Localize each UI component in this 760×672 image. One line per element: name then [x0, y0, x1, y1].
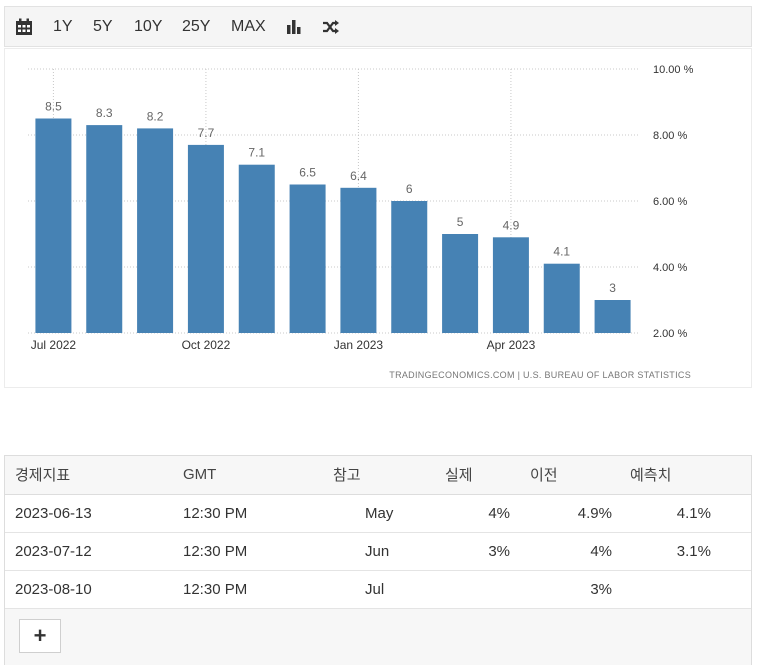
- data-label: 3: [609, 281, 616, 295]
- cell-date: 2023-07-12: [5, 532, 183, 571]
- bar: [340, 187, 377, 333]
- header-reference: 참고: [333, 456, 445, 495]
- header-actual: 실제: [445, 456, 530, 495]
- data-label: 7.1: [248, 146, 265, 160]
- bar: [391, 201, 428, 333]
- cell-reference: May: [333, 494, 445, 533]
- bar: [442, 234, 479, 333]
- header-indicator: 경제지표: [5, 456, 183, 495]
- cell-previous: 4.9%: [530, 494, 630, 533]
- table-row: 2023-08-10 12:30 PM Jul 3%: [5, 570, 751, 609]
- table-row: 2023-07-12 12:30 PM Jun 3% 4% 3.1%: [5, 532, 751, 571]
- x-tick-label: Apr 2023: [487, 338, 536, 352]
- range-10y-button[interactable]: 10Y: [134, 18, 163, 35]
- x-tick-label: Jul 2022: [31, 338, 77, 352]
- source-label: TRADINGECONOMICS.COM | U.S. BUREAU OF LA…: [389, 370, 691, 380]
- header-previous: 이전: [530, 456, 630, 495]
- calendar-icon[interactable]: [15, 18, 33, 36]
- cell-forecast: 4.1%: [630, 494, 751, 533]
- bar: [187, 144, 224, 333]
- cell-time: 12:30 PM: [183, 532, 333, 571]
- table-header-row: 경제지표 GMT 참고 실제 이전 예측치: [5, 456, 751, 495]
- y-tick-label: 4.00 %: [653, 262, 687, 274]
- range-1y-button[interactable]: 1Y: [53, 18, 73, 35]
- range-max-button[interactable]: MAX: [231, 18, 266, 35]
- bar: [543, 263, 580, 333]
- range-5y-button[interactable]: 5Y: [93, 18, 113, 35]
- bar: [492, 237, 529, 333]
- bar: [238, 164, 275, 333]
- cell-actual: 4%: [445, 494, 530, 533]
- data-label: 8.2: [147, 109, 164, 123]
- cell-previous: 3%: [530, 570, 630, 609]
- range-25y-button[interactable]: 25Y: [182, 18, 211, 35]
- bar: [289, 184, 326, 333]
- y-tick-label: 8.00 %: [653, 130, 687, 142]
- cell-time: 12:30 PM: [183, 494, 333, 533]
- cell-time: 12:30 PM: [183, 570, 333, 609]
- bar: [594, 300, 631, 333]
- data-label: 4.1: [553, 245, 570, 259]
- bar-chart-icon[interactable]: [285, 18, 303, 36]
- bar: [35, 118, 72, 333]
- cell-forecast: 3.1%: [630, 532, 751, 571]
- y-tick-label: 6.00 %: [653, 196, 687, 208]
- data-label: 6.4: [350, 169, 367, 183]
- x-tick-label: Oct 2022: [182, 338, 231, 352]
- cell-previous: 4%: [530, 532, 630, 571]
- data-label: 8.3: [96, 106, 113, 120]
- bar-chart: 2.00 % 4.00 % 6.00 % 8.00 % 10.00 % Jul 2022 O…: [28, 64, 694, 380]
- cell-forecast: [630, 570, 751, 609]
- cell-actual: [445, 570, 530, 609]
- x-tick-label: Jan 2023: [334, 338, 384, 352]
- cell-date: 2023-08-10: [5, 570, 183, 609]
- data-label: 6: [406, 182, 413, 196]
- shuffle-icon[interactable]: [322, 18, 340, 36]
- cell-reference: Jul: [333, 570, 445, 609]
- calendar-table: 경제지표 GMT 참고 실제 이전 예측치 2023-06-13 12:30 P…: [4, 455, 752, 665]
- data-label: 6.5: [299, 166, 316, 180]
- data-label: 5: [457, 215, 464, 229]
- cell-reference: Jun: [333, 532, 445, 571]
- chart-container: 2.00 % 4.00 % 6.00 % 8.00 % 10.00 % Jul 2022 O…: [4, 48, 752, 388]
- table-footer: +: [5, 608, 751, 665]
- bar: [137, 128, 174, 333]
- y-tick-label: 10.00 %: [653, 64, 694, 76]
- cell-date: 2023-06-13: [5, 494, 183, 533]
- cell-actual: 3%: [445, 532, 530, 571]
- data-label: 8.5: [45, 100, 62, 114]
- chart-toolbar: 1Y 5Y 10Y 25Y MAX: [4, 6, 752, 47]
- table-row: 2023-06-13 12:30 PM May 4% 4.9% 4.1%: [5, 494, 751, 533]
- add-row-button[interactable]: +: [19, 618, 61, 653]
- data-label: 7.7: [198, 126, 215, 140]
- bar: [86, 125, 123, 333]
- header-forecast: 예측치: [630, 456, 751, 495]
- y-tick-label: 2.00 %: [653, 328, 687, 340]
- header-gmt: GMT: [183, 456, 333, 495]
- data-label: 4.9: [503, 218, 520, 232]
